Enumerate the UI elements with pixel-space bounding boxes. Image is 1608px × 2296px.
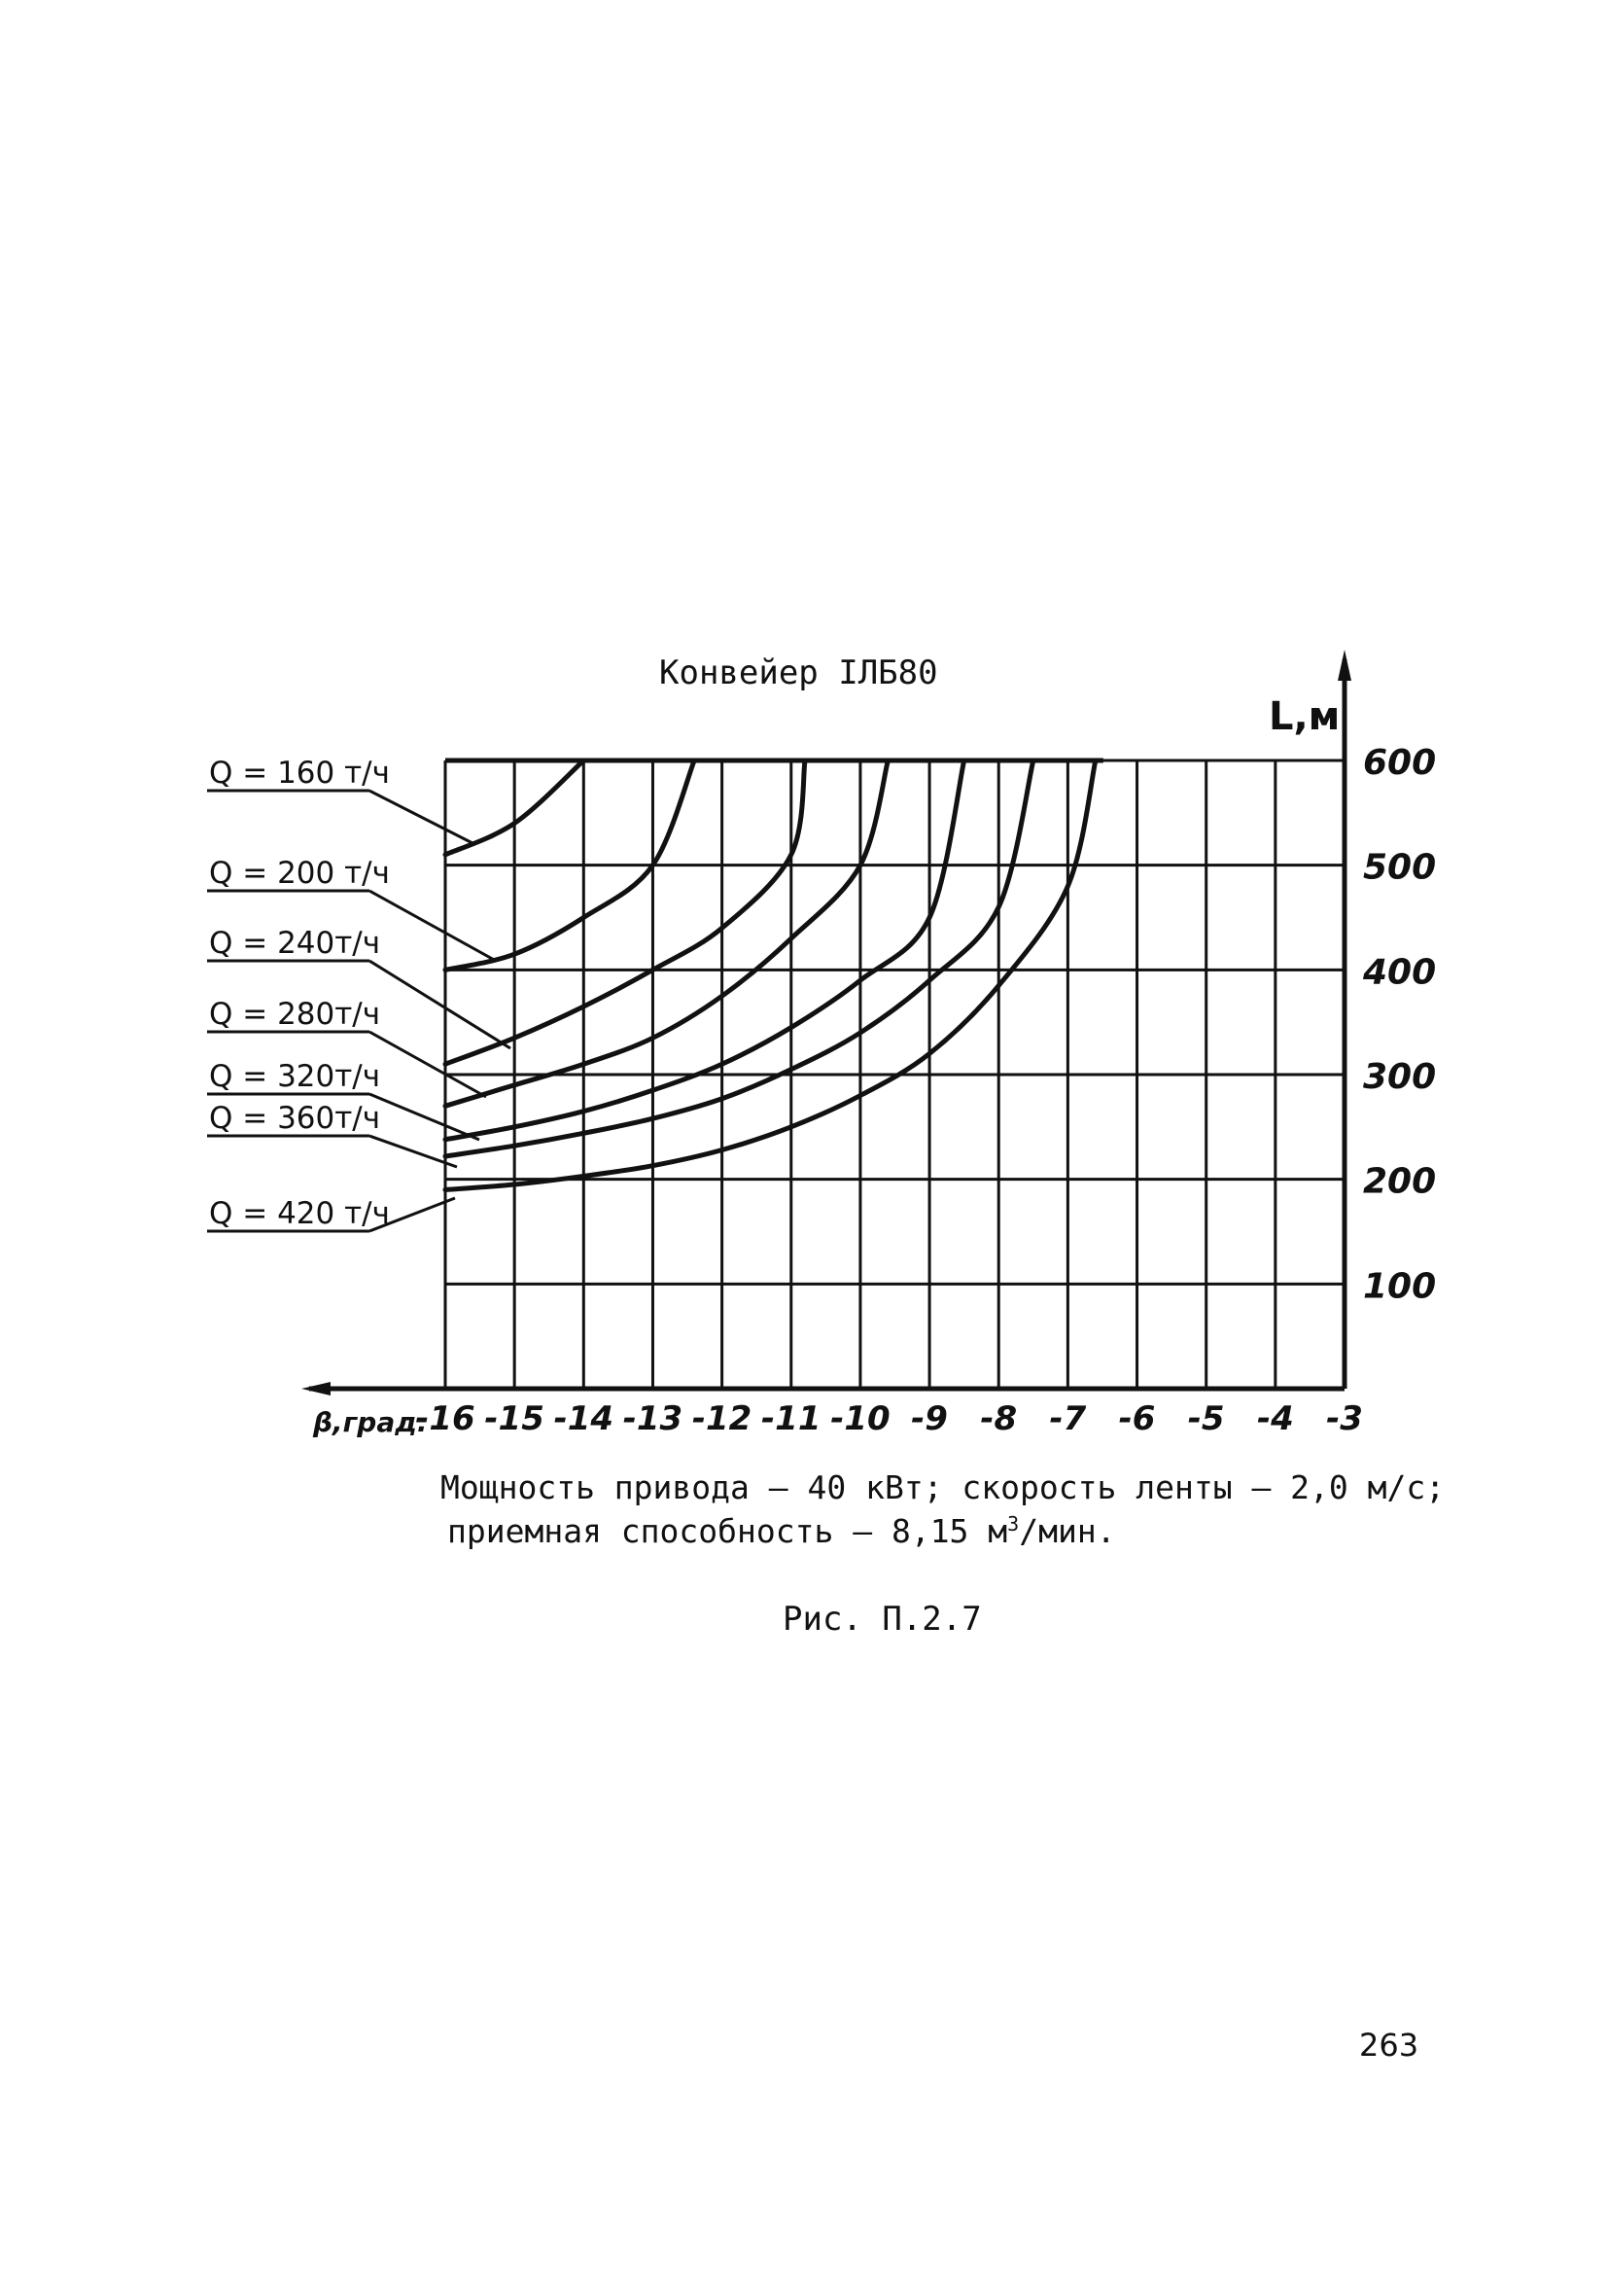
series-curve xyxy=(442,758,967,1143)
legend-label: Q = 280т/ч xyxy=(209,997,380,1032)
x-tick-label: -12 xyxy=(692,1399,752,1438)
legend-leader-line xyxy=(368,959,511,1050)
x-tick-label: -15 xyxy=(484,1399,543,1438)
x-tick-label: -8 xyxy=(980,1399,1017,1438)
y-tick-label: 500 xyxy=(1363,848,1436,888)
legend-label: Q = 240т/ч xyxy=(209,926,380,961)
legend-label: Q = 420 т/ч xyxy=(209,1196,390,1231)
x-tick-label: -7 xyxy=(1049,1399,1086,1438)
series-curve xyxy=(442,758,891,1109)
x-tick-label: -3 xyxy=(1326,1399,1363,1438)
series-curve xyxy=(442,758,1099,1192)
x-tick-label: -4 xyxy=(1257,1399,1294,1438)
chart-title: Конвейер IЛБ80 xyxy=(659,653,938,692)
y-tick-label: 400 xyxy=(1362,952,1436,992)
legend-leader-line xyxy=(368,1092,480,1142)
series-curves xyxy=(442,758,1099,1192)
figure-label: Рис. П.2.7 xyxy=(783,1600,982,1639)
x-tick-label: -14 xyxy=(554,1399,613,1438)
page-number: 263 xyxy=(1359,2027,1419,2064)
x-tick-label: -13 xyxy=(623,1399,682,1438)
legend-leader-line xyxy=(368,1196,456,1233)
x-tick-label: -10 xyxy=(830,1399,890,1438)
x-tick-label: -11 xyxy=(761,1399,821,1438)
legend-leader-line xyxy=(368,1030,487,1099)
legend: Q = 160 т/ч Q = 200 т/ч Q = 240т/ч Q = 280т… xyxy=(207,756,511,1233)
legend-leader-line xyxy=(368,889,497,963)
series-curve xyxy=(442,758,1036,1159)
grid xyxy=(443,759,1346,1389)
caption-line-2-text: приемная способность – 8,15 м xyxy=(447,1512,1008,1550)
series-curve xyxy=(442,758,808,1067)
y-axis-label: L,м xyxy=(1269,694,1340,739)
legend-leader-line xyxy=(368,789,475,846)
legend-label: Q = 160 т/ч xyxy=(209,756,390,791)
x-axis-label: β,град. xyxy=(312,1406,428,1438)
legend-label: Q = 200 т/ч xyxy=(209,856,390,891)
x-tick-label: -6 xyxy=(1119,1399,1156,1438)
series-curve xyxy=(442,758,586,858)
caption-line-2-unit: /мин. xyxy=(1019,1512,1116,1550)
x-axis-arrow xyxy=(301,1382,331,1395)
x-tick-label: -16 xyxy=(415,1399,474,1438)
x-tick-label: -9 xyxy=(911,1399,948,1438)
legend-label: Q = 360т/ч xyxy=(209,1101,380,1136)
caption-line-1: Мощность привода – 40 кВт; скорость лент… xyxy=(440,1468,1446,1506)
axes: L,м β,град. xyxy=(301,650,1351,1438)
y-tick-label: 100 xyxy=(1363,1266,1436,1306)
y-tick-label: 200 xyxy=(1363,1162,1436,1202)
y-tick-label: 600 xyxy=(1363,743,1436,783)
legend-label: Q = 320т/ч xyxy=(209,1059,380,1094)
x-tick-label: -5 xyxy=(1188,1399,1225,1438)
caption-line-2-superscript: 3 xyxy=(1007,1512,1020,1536)
y-axis-arrow xyxy=(1338,650,1351,681)
caption-line-2: приемная способность – 8,15 м3/мин. xyxy=(447,1512,1116,1550)
legend-leader-line xyxy=(368,1134,458,1169)
y-tick-label: 300 xyxy=(1363,1057,1436,1097)
